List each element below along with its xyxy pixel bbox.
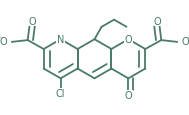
Text: O: O <box>28 16 36 26</box>
Text: ⁻: ⁻ <box>187 34 189 43</box>
Text: O: O <box>0 37 7 47</box>
Text: O: O <box>182 37 189 47</box>
Text: Cl: Cl <box>56 89 65 99</box>
Text: O: O <box>125 90 132 100</box>
Text: O: O <box>153 16 161 26</box>
Text: ⁻: ⁻ <box>0 34 2 43</box>
Text: O: O <box>125 35 132 45</box>
Text: N: N <box>57 35 64 45</box>
